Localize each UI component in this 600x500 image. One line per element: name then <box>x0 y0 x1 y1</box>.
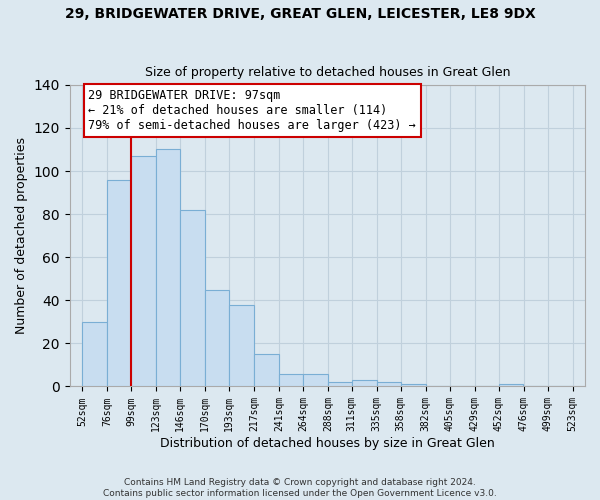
Bar <box>401 384 425 386</box>
Bar <box>377 382 401 386</box>
Bar <box>156 150 180 386</box>
Bar <box>303 374 328 386</box>
Text: Contains HM Land Registry data © Crown copyright and database right 2024.
Contai: Contains HM Land Registry data © Crown c… <box>103 478 497 498</box>
X-axis label: Distribution of detached houses by size in Great Glen: Distribution of detached houses by size … <box>160 437 495 450</box>
Bar <box>205 290 229 386</box>
Bar <box>82 322 107 386</box>
Text: 29 BRIDGEWATER DRIVE: 97sqm
← 21% of detached houses are smaller (114)
79% of se: 29 BRIDGEWATER DRIVE: 97sqm ← 21% of det… <box>88 89 416 132</box>
Bar <box>328 382 352 386</box>
Title: Size of property relative to detached houses in Great Glen: Size of property relative to detached ho… <box>145 66 510 80</box>
Y-axis label: Number of detached properties: Number of detached properties <box>15 137 28 334</box>
Bar <box>131 156 156 386</box>
Bar <box>352 380 377 386</box>
Bar <box>279 374 303 386</box>
Bar <box>254 354 279 386</box>
Bar <box>499 384 523 386</box>
Bar <box>107 180 131 386</box>
Text: 29, BRIDGEWATER DRIVE, GREAT GLEN, LEICESTER, LE8 9DX: 29, BRIDGEWATER DRIVE, GREAT GLEN, LEICE… <box>65 8 535 22</box>
Bar <box>180 210 205 386</box>
Bar <box>229 304 254 386</box>
